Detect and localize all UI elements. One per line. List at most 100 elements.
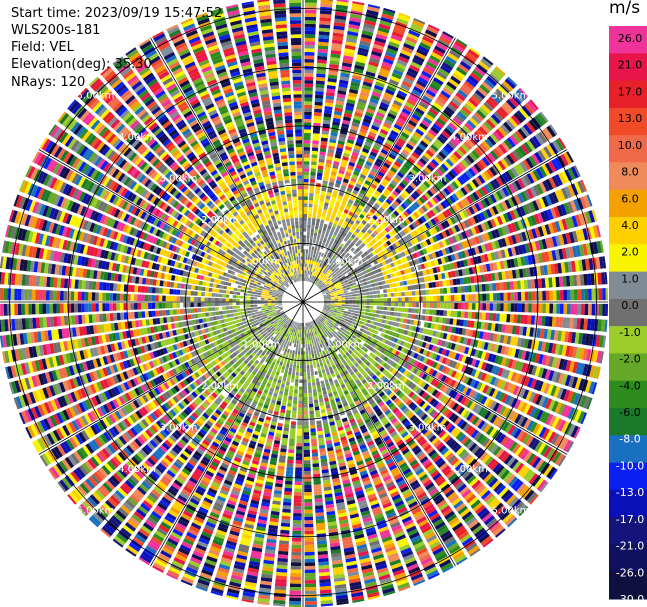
- range-gate-cell: [377, 240, 383, 246]
- range-gate-cell: [330, 308, 334, 310]
- range-gate-cell: [369, 305, 374, 309]
- range-gate-cell: [362, 329, 368, 334]
- range-gate-cell: [485, 332, 491, 341]
- range-gate-cell: [318, 158, 325, 163]
- range-gate-cell: [413, 18, 426, 25]
- range-gate-cell: [385, 115, 395, 123]
- range-gate-cell: [313, 399, 319, 404]
- range-gate-cell: [568, 246, 575, 258]
- range-gate-cell: [572, 275, 578, 287]
- range-gate-cell: [314, 265, 317, 269]
- range-gate-cell: [418, 327, 424, 334]
- range-gate-cell: [310, 435, 317, 440]
- range-gate-cell: [400, 111, 410, 119]
- range-gate-cell: [478, 331, 484, 339]
- range-gate-cell: [422, 302, 427, 308]
- range-gate-cell: [494, 355, 500, 364]
- range-gate-cell: [458, 161, 467, 171]
- range-gate-cell: [326, 278, 331, 282]
- range-gate-cell: [334, 305, 338, 308]
- range-gate-cell: [293, 499, 302, 503]
- range-gate-cell: [312, 136, 320, 141]
- range-gate-cell: [337, 296, 342, 299]
- range-gate-cell: [483, 253, 489, 262]
- range-gate-cell: [335, 179, 342, 185]
- range-gate-cell: [383, 242, 389, 248]
- range-gate-cell: [373, 302, 377, 306]
- range-gate-cell: [430, 323, 436, 329]
- range-gate-cell: [434, 251, 441, 258]
- range-gate-cell: [382, 236, 389, 242]
- range-gate-cell: [400, 131, 410, 139]
- range-gate-cell: [378, 262, 384, 268]
- range-gate-cell: [376, 30, 389, 37]
- range-gate-cell: [488, 207, 496, 217]
- range-gate-cell: [336, 0, 349, 3]
- range-gate-cell: [457, 286, 462, 293]
- range-gate-cell: [388, 79, 399, 86]
- range-gate-cell: [507, 347, 513, 357]
- range-gate-cell: [469, 180, 477, 190]
- range-gate-cell: [303, 157, 310, 162]
- range-gate-cell: [530, 279, 536, 289]
- range-gate-cell: [303, 407, 308, 412]
- range-gate-cell: [388, 257, 393, 263]
- range-gate-cell: [447, 368, 454, 377]
- range-gate-cell: [308, 347, 311, 351]
- range-gate-cell: [343, 259, 348, 264]
- range-gate-cell: [372, 287, 376, 291]
- range-gate-cell: [303, 354, 306, 359]
- range-gate-cell: [432, 196, 440, 204]
- range-gate-cell: [452, 116, 463, 126]
- range-gate-cell: [349, 262, 355, 267]
- range-gate-cell: [410, 351, 416, 358]
- range-gate-cell: [588, 288, 592, 301]
- range-gate-cell: [352, 302, 356, 305]
- range-gate-cell: [335, 236, 340, 241]
- range-gate-cell: [354, 290, 359, 294]
- range-gate-cell: [386, 274, 392, 279]
- range-gate-cell: [385, 284, 390, 289]
- range-gate-cell: [330, 53, 341, 59]
- range-gate-cell: [362, 26, 375, 33]
- range-gate-cell: [318, 373, 323, 378]
- range-gate-cell: [334, 277, 339, 281]
- range-gate-cell: [366, 254, 371, 260]
- range-gate-cell: [303, 189, 309, 193]
- range-gate-cell: [364, 16, 377, 23]
- range-gate-cell: [507, 197, 515, 208]
- range-gate-cell: [351, 122, 360, 128]
- range-gate-cell: [450, 287, 455, 294]
- range-gate-cell: [520, 280, 525, 290]
- range-gate-cell: [321, 311, 325, 315]
- range-gate-cell: [354, 64, 365, 71]
- range-gate-cell: [566, 201, 574, 214]
- range-gate-cell: [347, 231, 353, 237]
- range-gate-cell: [353, 186, 360, 192]
- range-gate-cell: [438, 280, 443, 287]
- range-gate-cell: [327, 299, 332, 301]
- range-gate-cell: [565, 360, 572, 372]
- range-gate-cell: [409, 64, 420, 73]
- range-gate-cell: [391, 302, 395, 307]
- range-gate-cell: [423, 276, 429, 282]
- range-gate-cell: [578, 213, 585, 226]
- range-gate-cell: [312, 239, 316, 244]
- range-gate-cell: [567, 184, 576, 197]
- range-gate-cell: [334, 296, 338, 299]
- range-gate-cell: [303, 439, 310, 443]
- range-gate-cell: [491, 323, 496, 332]
- range-gate-cell: [589, 226, 596, 239]
- range-gate-cell: [499, 214, 507, 224]
- range-gate-cell: [417, 125, 427, 134]
- range-gate-cell: [362, 270, 368, 275]
- range-gate-cell: [401, 307, 405, 312]
- range-gate-cell: [310, 235, 314, 240]
- range-gate-cell: [420, 263, 426, 270]
- range-gate-cell: [446, 185, 454, 194]
- range-gate-cell: [340, 72, 350, 78]
- range-gate-cell: [458, 269, 463, 277]
- range-gate-cell: [306, 270, 308, 275]
- range-gate-cell: [466, 218, 473, 227]
- range-gate-cell: [337, 294, 342, 297]
